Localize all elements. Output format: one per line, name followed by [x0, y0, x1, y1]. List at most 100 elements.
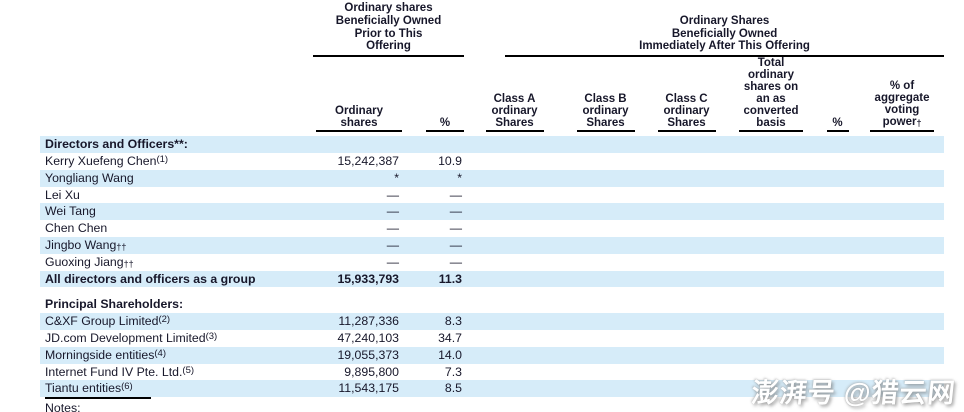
shareholder-name-cell: Lei Xu [40, 187, 305, 204]
empty-cell [646, 330, 727, 347]
shareholder-name-cell: All directors and officers as a group [40, 271, 305, 288]
empty-cell [646, 203, 727, 220]
shareholder-name-cell: Internet Fund IV Pte. Ltd.(5) [40, 364, 305, 381]
empty-cell [565, 313, 646, 330]
shareholder-name: Yongliang Wang [45, 170, 134, 185]
empty-cell [646, 153, 727, 170]
table-row: Guoxing Jiang†† — — [40, 254, 944, 271]
column-header-class-b: Class B ordinary Shares [565, 57, 646, 136]
shares-value-cell: * [394, 170, 399, 185]
table-row: Jingbo Wang†† — — [40, 236, 945, 254]
column-header-empty-cell [40, 57, 305, 136]
column-header-label: Total ordinary shares on an as converted… [739, 57, 804, 133]
empty-cell [815, 347, 860, 364]
table-row: JD.com Development Limited(3) 47,240,103 3… [40, 330, 944, 347]
empty-cell [815, 296, 860, 313]
empty-cell [727, 271, 815, 288]
shares-value-cell: — [386, 221, 399, 236]
dagger-marker: †† [123, 258, 134, 269]
footnote-ref: (5) [182, 364, 195, 376]
shareholder-name: Lei Xu [45, 187, 80, 202]
empty-cell [860, 296, 944, 313]
empty-cell [815, 170, 860, 187]
shares-value-cell: — [386, 254, 399, 269]
shareholder-name-cell: Kerry Xuefeng Chen(1) [40, 153, 305, 170]
column-header-row: Ordinary shares % Class A ordinary Share… [40, 57, 944, 136]
footnote-ref: (3) [205, 330, 218, 342]
empty-cell [815, 136, 860, 153]
empty-cell [860, 220, 944, 237]
shareholder-name-cell: C&XF Group Limited(2) [40, 313, 305, 330]
shareholder-name-cell: Jingbo Wang†† [40, 237, 305, 254]
percent-value-cell: * [457, 170, 463, 185]
footnote-ref: (6) [121, 381, 133, 393]
percent-value-cell: 10.9 [438, 153, 463, 168]
column-header-percent-prior: % [402, 57, 465, 136]
empty-cell [860, 237, 944, 254]
empty-cell [727, 136, 815, 153]
shares-value-cell: 9,895,800 [344, 364, 399, 379]
empty-cell [860, 271, 944, 288]
column-header-label: Class C ordinary Shares [657, 93, 716, 133]
empty-cell [815, 330, 860, 347]
column-header-label: Class B ordinary Shares [576, 93, 635, 133]
empty-cell [464, 170, 565, 187]
shareholder-name: Wei Tang [45, 204, 96, 219]
table-header: Ordinary shares Beneficially Owned Prior… [40, 2, 945, 136]
shares-value-cell: — [386, 237, 399, 252]
percent-value-cell: — [449, 187, 463, 202]
shareholder-name: Principal Shareholders: [45, 297, 184, 312]
column-header-label-text: % of aggregate voting power [874, 80, 930, 129]
empty-cell [860, 313, 944, 330]
shares-value-cell: 15,242,387 [337, 153, 399, 168]
empty-cell [860, 170, 944, 187]
percent-value-cell: 7.3 [444, 364, 463, 379]
empty-cell [646, 136, 727, 153]
empty-cell [565, 136, 646, 153]
shareholder-name-cell: Directors and Officers**: [40, 136, 305, 153]
empty-cell [860, 203, 944, 220]
shares-value-cell [305, 136, 402, 153]
shares-value-cell: 19,055,373 [337, 347, 399, 362]
percent-value-cell [402, 296, 464, 313]
shareholder-name-cell: Chen Chen [40, 220, 305, 237]
shareholder-name-cell: Morningside entities(4) [40, 347, 305, 364]
empty-cell [464, 313, 565, 330]
empty-cell [815, 220, 860, 237]
empty-cell [860, 153, 944, 170]
percent-value-cell: — [449, 221, 463, 236]
column-header-total-converted: Total ordinary shares on an as converted… [727, 57, 815, 136]
empty-cell [565, 330, 646, 347]
shareholder-name-cell: JD.com Development Limited(3) [40, 330, 305, 347]
group-header-prior-cell: Ordinary shares Beneficially Owned Prior… [305, 2, 465, 58]
column-header-label: % of aggregate voting power† [870, 80, 935, 133]
percent-value-cell: 8.5 [444, 381, 463, 396]
ownership-table: Ordinary shares Beneficially Owned Prior… [40, 2, 945, 398]
spacer-row [40, 287, 944, 296]
footnote-ref: (2) [158, 314, 171, 326]
empty-cell [727, 313, 815, 330]
table-row: Kerry Xuefeng Chen(1) 15,242,387 10.9 [40, 153, 944, 170]
shareholder-name: Internet Fund IV Pte. Ltd. [45, 364, 183, 379]
footnote-ref: (1) [156, 153, 169, 165]
empty-cell [646, 364, 727, 381]
column-header-label: % [826, 117, 849, 133]
shares-value-cell: — [386, 187, 399, 202]
empty-cell [727, 203, 815, 220]
shareholder-name-cell: Guoxing Jiang†† [40, 254, 305, 271]
empty-cell [815, 313, 860, 330]
empty-cell [727, 170, 815, 187]
shareholder-name: Morningside entities [45, 347, 155, 362]
empty-cell [565, 220, 646, 237]
empty-cell [727, 347, 815, 364]
empty-cell [646, 237, 727, 254]
empty-cell [646, 313, 727, 330]
shares-value-cell [305, 296, 402, 313]
empty-cell [565, 296, 646, 313]
shareholder-name: Jingbo Wang [45, 237, 117, 252]
empty-cell [646, 220, 727, 237]
column-header-label: Ordinary shares [316, 105, 402, 133]
shareholder-name: Guoxing Jiang [45, 254, 124, 269]
table-row: Chen Chen — — [40, 220, 944, 237]
empty-cell [860, 136, 944, 153]
